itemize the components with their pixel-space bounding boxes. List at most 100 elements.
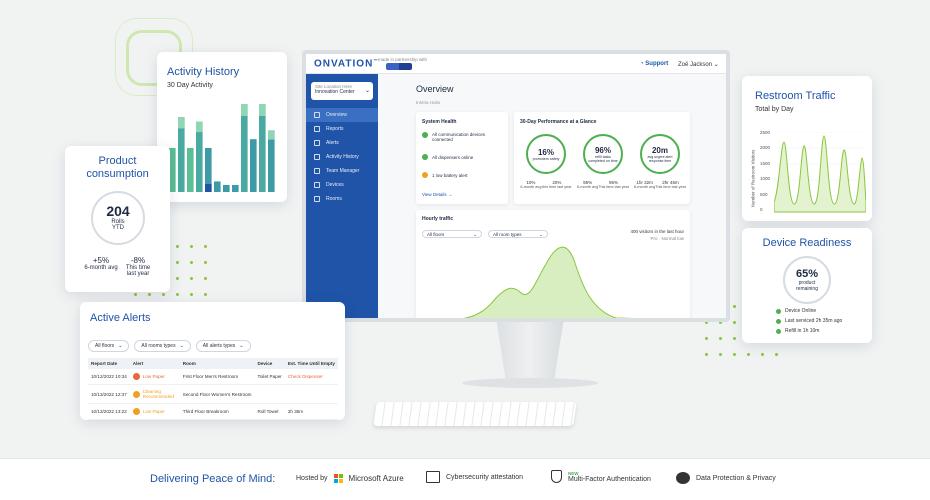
activity-bar[interactable] (232, 184, 239, 192)
restroom-traffic-card: Restroom Traffic Total by Day Number of … (742, 76, 872, 221)
table-row[interactable]: 10/12/2022 10:34 Low Paper First Floor Men… (88, 369, 338, 385)
activity-bar[interactable] (223, 184, 230, 192)
readiness-label: product (798, 280, 816, 286)
location-select[interactable]: Site Location Here Innovation Center ⌄ (311, 82, 373, 100)
sidebar-item-overview[interactable]: Overview (306, 108, 378, 122)
floor-filter[interactable]: All floors ⌄ (88, 340, 130, 352)
activity-bar[interactable] (205, 148, 212, 192)
activity-bar[interactable] (241, 104, 248, 192)
sidebar-item-devices[interactable]: Devices (306, 178, 378, 192)
metric-ring: 20m avg urgent alert response time (640, 134, 680, 174)
hourly-traffic-card: Hourly traffic All floors ⌄ All room type… (416, 210, 690, 318)
y-tick-label: 0 (760, 206, 763, 212)
sidebar-item-team-manager[interactable]: Team Manager (306, 164, 378, 178)
column-header[interactable]: Alert (129, 358, 180, 369)
room-type-filter[interactable]: All rooms types ⌄ (134, 340, 191, 352)
privacy-badge: Data Protection & Privacy (676, 472, 776, 484)
cyber-badge: Cybersecurity attestation (426, 471, 523, 483)
support-link[interactable]: ◔ Support (640, 61, 669, 67)
activity-bar-top (178, 117, 185, 129)
view-details-link[interactable]: View Details → (422, 192, 453, 197)
column-header[interactable]: Report Date (88, 358, 130, 369)
room-type-filter[interactable]: All room types ⌄ (488, 230, 548, 238)
activity-bar[interactable] (214, 181, 221, 192)
activity-history-title: Activity History (167, 66, 240, 78)
alert-icon (132, 390, 140, 398)
performance-title: 30-Day Performance at a Glance (520, 119, 597, 125)
product-ring: 204 Rolls YTD (91, 191, 145, 245)
sidebar-item-activity-history[interactable]: Activity History (306, 150, 378, 164)
check-icon (776, 308, 781, 314)
activity-bar[interactable] (169, 148, 176, 192)
sidebar-item-alerts[interactable]: Alerts (306, 136, 378, 150)
partner-text: made in partnership with (378, 57, 428, 62)
azure-badge: Hosted by Microsoft Azure (296, 474, 404, 483)
chevron-down-icon: ⌄ (364, 88, 370, 94)
traffic-legend: Pro · Normal low (650, 236, 684, 241)
activity-bar[interactable] (268, 130, 275, 192)
readiness-item: Device Online (776, 308, 842, 314)
product-stat-1: +5% 6-month avg (84, 256, 118, 271)
health-item: 1 low battery alert (422, 172, 468, 178)
table-row[interactable]: 10/13/2022 12:37 Cleaning Recommended Seco… (88, 384, 338, 404)
performance-card: 30-Day Performance at a Glance 16% promot… (514, 112, 690, 204)
performance-metric: 20m avg urgent alert response time 1hr 32m… (634, 134, 686, 189)
system-health-title: System Health (422, 119, 457, 125)
y-tick-label: 500 (760, 191, 768, 197)
y-tick-label: 2500 (760, 130, 771, 135)
hourly-traffic-title: Hourly traffic (422, 216, 454, 222)
alert-type-filter[interactable]: All alerts types ⌄ (195, 340, 251, 352)
product-consumption-card: Product consumption 204 Rolls YTD +5% 6-m… (65, 146, 170, 292)
app-sidebar: Site Location Here Innovation Center ⌄ O… (306, 74, 378, 318)
column-header[interactable]: Room (179, 358, 255, 369)
floor-filter[interactable]: All floors ⌄ (422, 230, 482, 238)
nav-icon (314, 168, 320, 174)
activity-bar-top (268, 130, 275, 140)
shield-icon (551, 470, 562, 483)
activity-bar-chart (169, 104, 275, 192)
activity-bar-highlight (205, 184, 212, 192)
column-header[interactable]: Device (254, 358, 285, 369)
app-topbar: ONVATION™ made in partnership with ◔ Sup… (306, 54, 726, 74)
product-unit-ytd: YTD (112, 225, 124, 231)
restroom-traffic-area (774, 135, 866, 213)
product-consumption-title: Product consumption (86, 155, 149, 180)
product-value: 204 (106, 203, 130, 219)
sidebar-item-reports[interactable]: Reports (306, 122, 378, 136)
metric-ring: 16% promoters safety (526, 134, 566, 174)
activity-bar[interactable] (250, 139, 257, 192)
location-label: Site Location Here (315, 84, 353, 89)
restroom-traffic-chart (774, 132, 866, 213)
sidebar-item-rooms[interactable]: Rooms (306, 192, 378, 206)
activity-bar[interactable] (196, 121, 203, 192)
column-header[interactable]: Est. Time Until Empty (284, 358, 338, 369)
performance-metric: 16% promoters safety 10% 6-month avg 20% this… (520, 134, 572, 189)
check-icon (776, 328, 781, 334)
arrow-right-icon: → (447, 192, 453, 197)
app-logo[interactable]: ONVATION™ (314, 58, 379, 70)
nav-icon (314, 182, 320, 188)
chevron-down-icon: ⌄ (473, 232, 477, 237)
activity-history-card: Activity History 30 Day Activity (157, 52, 287, 202)
page-title: Overview (416, 84, 454, 94)
activity-bar[interactable] (178, 117, 185, 192)
table-row[interactable]: 10/13/2022 13:22 Low Paper Third Floor Bre… (88, 403, 338, 420)
restroom-traffic-subtitle: Total by Day (755, 106, 794, 113)
chevron-down-icon: ⌄ (179, 343, 184, 349)
traffic-area (463, 246, 635, 318)
readiness-ring: 65% product remaining (783, 256, 831, 304)
activity-history-subtitle: 30 Day Activity (167, 82, 213, 89)
activity-bar-top (259, 104, 266, 116)
system-health-card: System Health All communication devices … (416, 112, 508, 204)
user-menu[interactable]: Zoë Jackson ⌄ (678, 62, 719, 68)
activity-bar[interactable] (187, 148, 194, 192)
footer-tagline: Delivering Peace of Mind: (150, 473, 276, 485)
nav-icon (314, 140, 320, 146)
alert-icon (132, 408, 140, 415)
metric-ring: 96% refill tasks completed on time (583, 134, 623, 174)
location-value: Innovation Center (315, 89, 355, 95)
activity-bar[interactable] (259, 104, 266, 192)
alert-icon (132, 373, 140, 380)
hourly-traffic-chart (463, 246, 635, 318)
y-tick-label: 2000 (760, 145, 771, 151)
